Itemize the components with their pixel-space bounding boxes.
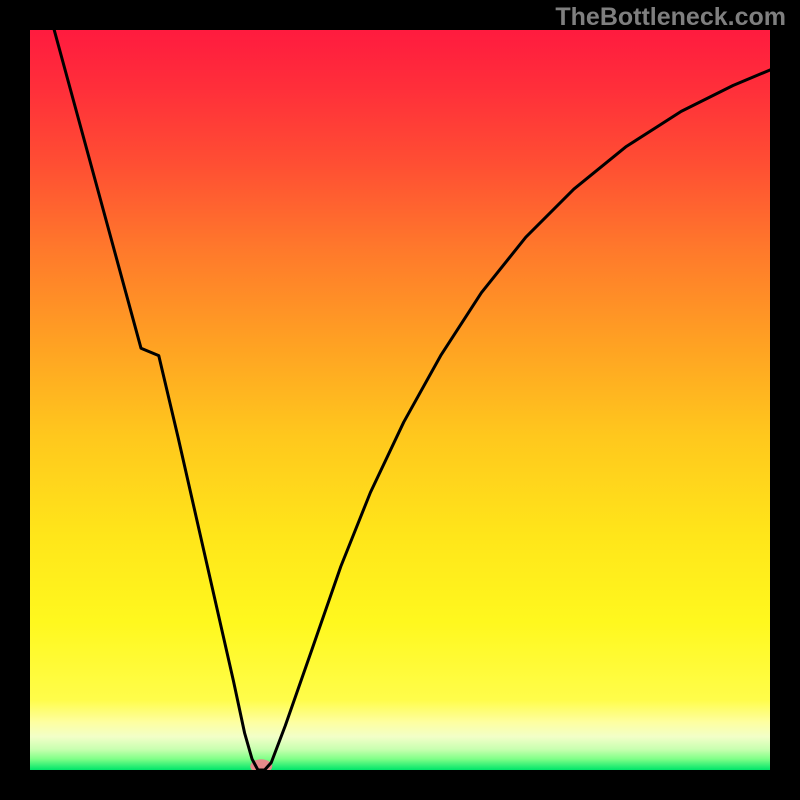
chart-container: { "canvas": { "width": 800, "height": 80… <box>0 0 800 800</box>
curve-layer <box>30 30 770 770</box>
watermark-text: TheBottleneck.com <box>555 3 786 32</box>
plot-area <box>30 30 770 770</box>
bottleneck-curve <box>52 30 770 770</box>
